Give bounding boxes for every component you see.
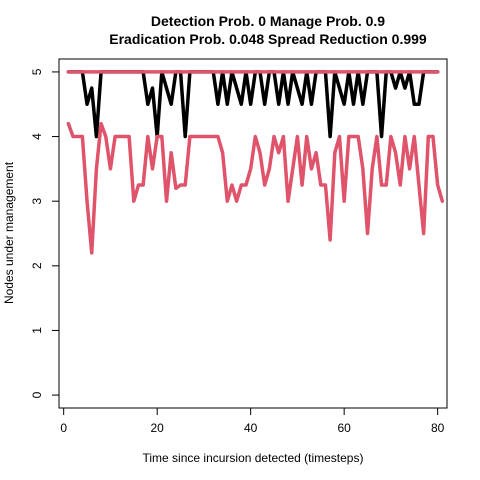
y-axis: 0 1 2 3 4 5 [30,68,60,398]
x-tick-label: 80 [431,421,445,435]
plot-area [66,70,445,255]
chart-title-line-2: Eradication Prob. 0.048 Spread Reduction… [109,31,427,47]
series-layer [66,70,445,255]
x-axis: 0 20 40 60 80 [60,407,445,435]
x-axis-label: Time since incursion detected (timesteps… [143,451,364,465]
x-tick-label: 60 [337,421,351,435]
series-line-2 [66,121,445,255]
x-tick-label: 0 [60,421,67,435]
x-tick-label: 20 [150,421,164,435]
y-tick-label: 4 [30,133,44,140]
y-axis-label: Nodes under management [2,161,16,304]
y-tick-label: 3 [30,198,44,205]
chart-title-line-1: Detection Prob. 0 Manage Prob. 0.9 [151,13,385,29]
y-tick-label: 5 [30,68,44,75]
y-tick-label: 1 [30,327,44,334]
x-tick-label: 40 [244,421,258,435]
y-tick-label: 0 [30,391,44,398]
y-tick-label: 2 [30,262,44,269]
